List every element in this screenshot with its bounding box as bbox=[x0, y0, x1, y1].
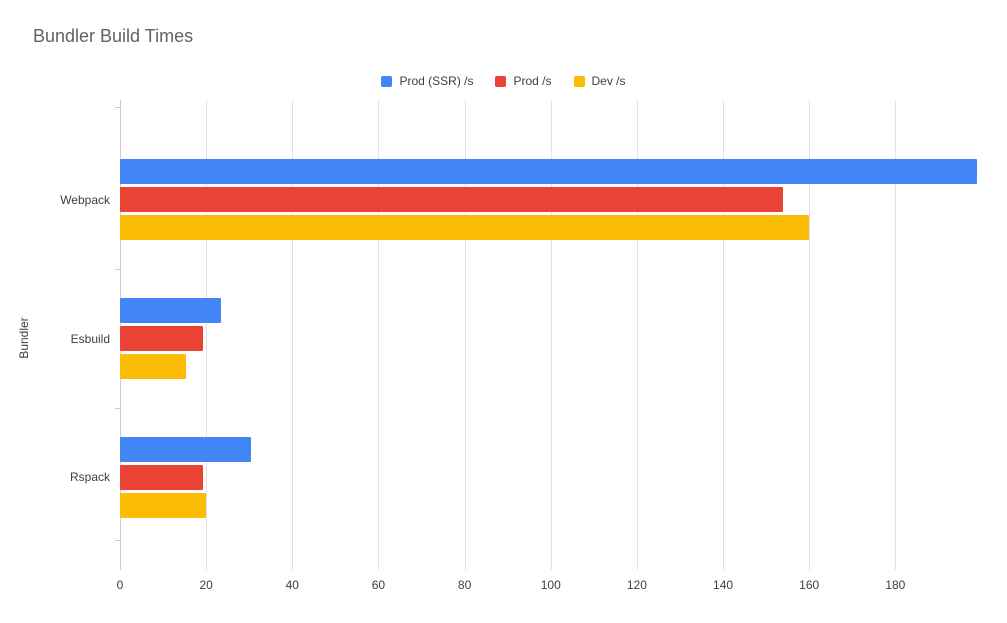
legend-item-dev-s[interactable]: Dev /s bbox=[573, 74, 626, 88]
y-axis-title: Bundler bbox=[17, 317, 31, 359]
y-axis-tick bbox=[115, 107, 120, 108]
plot-area bbox=[115, 100, 997, 570]
x-tick-label-20: 20 bbox=[199, 578, 213, 592]
gridline-100 bbox=[550, 100, 552, 570]
gridline-80 bbox=[464, 100, 466, 570]
x-tick-label-60: 60 bbox=[371, 578, 386, 592]
bar-rspack-prod-s[interactable] bbox=[120, 464, 204, 490]
x-tick-label-0: 0 bbox=[116, 578, 124, 592]
gridline-60 bbox=[378, 100, 380, 570]
gridline-140 bbox=[723, 100, 725, 570]
bar-esbuild-prod-s[interactable] bbox=[120, 326, 204, 351]
gridline-120 bbox=[636, 100, 638, 570]
bar-webpack-prod-ssr-s[interactable] bbox=[120, 159, 978, 185]
category-label-webpack: Webpack bbox=[60, 192, 110, 207]
bar-rspack-prod-ssr-s[interactable] bbox=[120, 436, 252, 462]
x-tick-label-100: 100 bbox=[540, 578, 561, 592]
x-tick-label-160: 160 bbox=[799, 578, 820, 592]
bar-webpack-dev-s[interactable] bbox=[120, 215, 810, 241]
legend-label: Prod /s bbox=[513, 74, 552, 88]
category-label-esbuild: Esbuild bbox=[70, 331, 110, 346]
legend-label: Dev /s bbox=[591, 74, 626, 88]
y-axis-tick bbox=[115, 407, 120, 409]
y-axis-tick bbox=[115, 539, 120, 541]
x-tick-label-140: 140 bbox=[713, 578, 734, 592]
bar-esbuild-dev-s[interactable] bbox=[120, 354, 186, 379]
chart-title: Bundler Build Times bbox=[33, 26, 194, 46]
legend-swatch-icon bbox=[573, 75, 585, 87]
gridline-180 bbox=[895, 100, 897, 570]
bar-webpack-prod-s[interactable] bbox=[120, 187, 784, 213]
x-tick-label-80: 80 bbox=[457, 578, 472, 592]
legend-item-prod-s[interactable]: Prod /s bbox=[495, 74, 552, 88]
legend-swatch-icon bbox=[495, 75, 507, 87]
gridline-40 bbox=[292, 100, 294, 570]
legend: Prod (SSR) /s Prod /s Dev /s bbox=[0, 74, 1007, 88]
bar-rspack-dev-s[interactable] bbox=[120, 492, 207, 518]
x-tick-label-40: 40 bbox=[285, 578, 299, 592]
legend-swatch-icon bbox=[381, 75, 393, 87]
y-axis-tick bbox=[115, 269, 120, 271]
x-tick-label-180: 180 bbox=[885, 578, 906, 592]
bar-esbuild-prod-ssr-s[interactable] bbox=[120, 298, 222, 323]
gridline-20 bbox=[206, 100, 208, 570]
category-label-rspack: Rspack bbox=[69, 470, 110, 485]
legend-label: Prod (SSR) /s bbox=[399, 74, 474, 88]
gridline-160 bbox=[809, 100, 811, 570]
x-tick-label-120: 120 bbox=[626, 578, 647, 592]
legend-item-prod-ssr-s[interactable]: Prod (SSR) /s bbox=[381, 74, 473, 88]
